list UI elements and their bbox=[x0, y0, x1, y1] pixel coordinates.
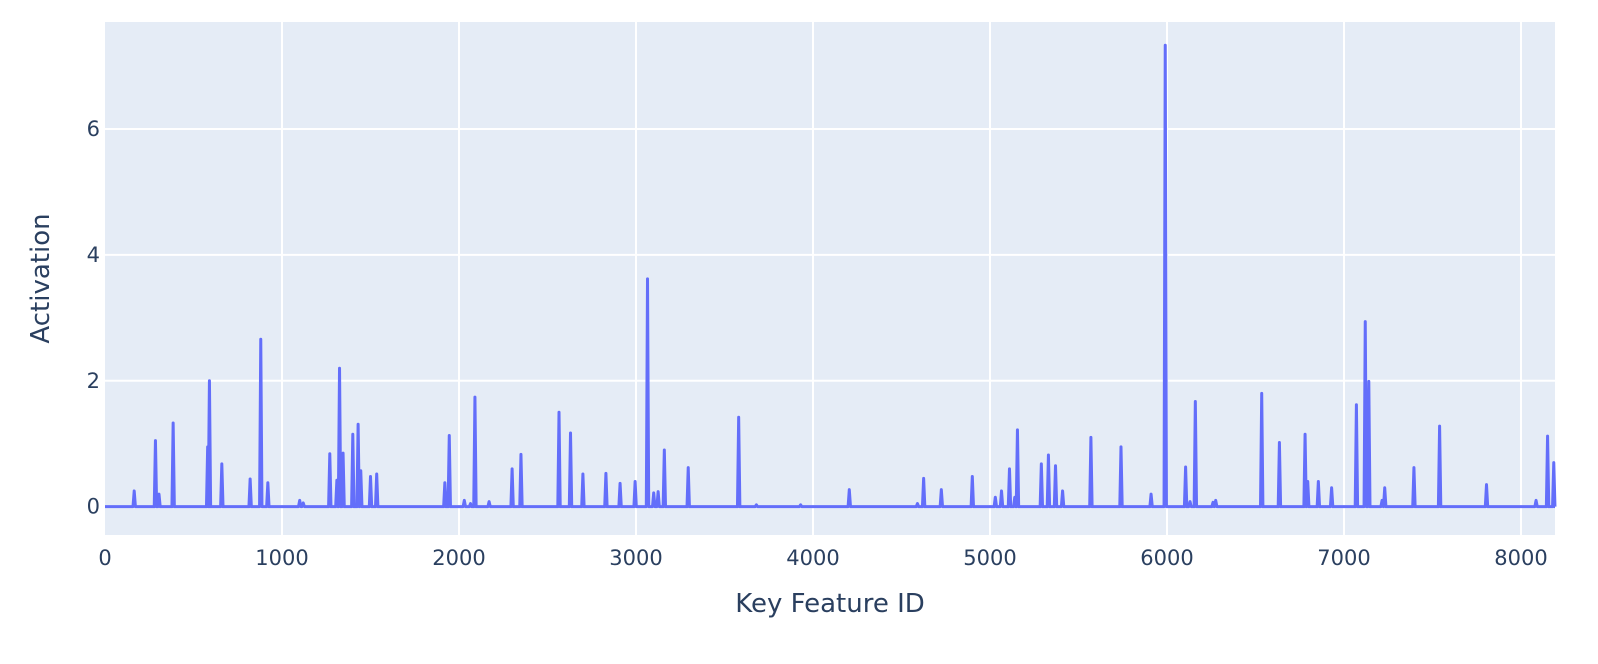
x-tick-label: 3000 bbox=[609, 546, 662, 570]
series-line-activation bbox=[105, 43, 1557, 509]
x-tick-label: 4000 bbox=[786, 546, 839, 570]
x-tick-label: 5000 bbox=[963, 546, 1016, 570]
y-tick-label: 6 bbox=[87, 117, 100, 141]
x-tick-label: 7000 bbox=[1317, 546, 1370, 570]
plot-series-group bbox=[105, 43, 1557, 509]
x-axis-tick-labels: 0 1000 2000 3000 4000 5000 6000 7000 8000 bbox=[98, 546, 1547, 570]
y-axis-title: Activation bbox=[26, 213, 56, 343]
x-tick-label: 0 bbox=[98, 546, 111, 570]
y-axis-tick-labels: 0 2 4 6 bbox=[87, 117, 100, 519]
y-tick-label: 4 bbox=[87, 243, 100, 267]
x-tick-label: 2000 bbox=[432, 546, 485, 570]
plot-area-background bbox=[105, 22, 1555, 535]
x-tick-label: 6000 bbox=[1140, 546, 1193, 570]
y-tick-label: 2 bbox=[87, 369, 100, 393]
x-tick-label: 8000 bbox=[1494, 546, 1547, 570]
x-axis-title: Key Feature ID bbox=[735, 589, 925, 619]
x-tick-label: 1000 bbox=[255, 546, 308, 570]
y-tick-label: 0 bbox=[87, 495, 100, 519]
